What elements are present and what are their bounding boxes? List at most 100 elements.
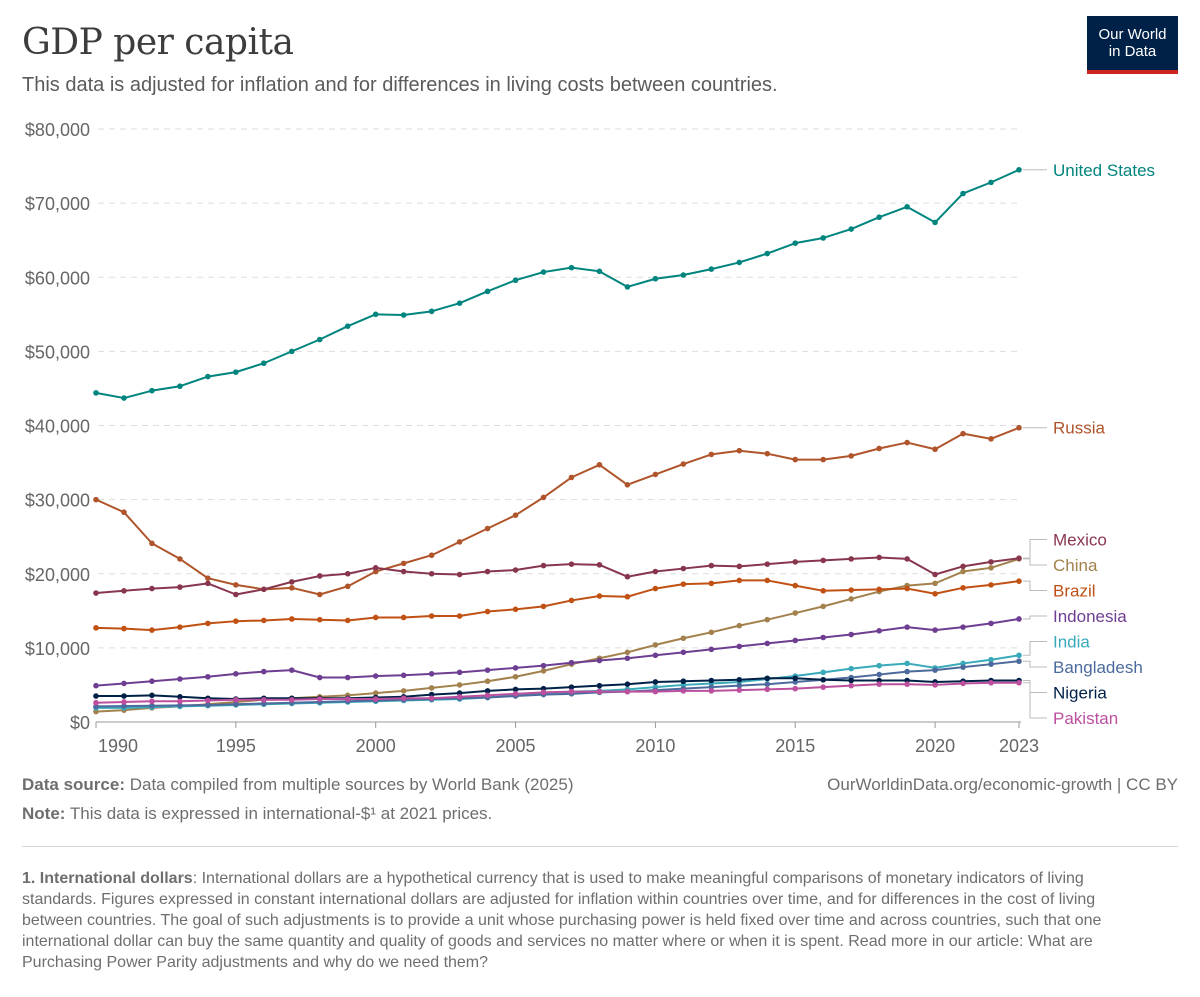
series-nigeria (93, 675, 1022, 702)
y-tick-label: $40,000 (25, 417, 90, 437)
data-point (736, 682, 743, 689)
data-point (988, 620, 994, 627)
data-point (596, 657, 603, 664)
series-label: Pakistan (1053, 709, 1118, 728)
data-point (316, 674, 323, 681)
data-point (344, 570, 351, 577)
data-point (121, 703, 127, 709)
data-point (932, 590, 938, 597)
data-point (792, 685, 799, 692)
series-label: Indonesia (1053, 607, 1127, 626)
grid-lines (98, 128, 1019, 649)
data-point (568, 688, 575, 695)
data-point (512, 673, 519, 680)
y-tick-label: $0 (70, 713, 90, 733)
data-point (261, 696, 267, 703)
series-line (95, 579, 1020, 632)
data-point (484, 288, 491, 295)
footnote-label: 1. International dollars (22, 870, 193, 887)
line-chart: $0 $10,000 $20,000 $30,000 $40,000 $50,000 $60… (25, 120, 1155, 756)
data-point (484, 608, 491, 615)
data-point (233, 701, 239, 708)
data-point (316, 591, 323, 598)
data-point (792, 559, 799, 565)
data-point (652, 679, 659, 685)
data-point (93, 693, 99, 699)
data-point (372, 565, 379, 571)
data-point (988, 436, 994, 442)
data-point (288, 616, 295, 622)
series-label: Brazil (1053, 582, 1096, 601)
data-point (205, 620, 211, 627)
data-point (680, 635, 687, 642)
data-point (988, 679, 994, 686)
label-connector (1023, 558, 1047, 566)
data-point (1016, 652, 1022, 659)
y-tick-label: $20,000 (25, 565, 90, 585)
data-point (652, 568, 659, 575)
data-point (848, 587, 854, 593)
series-pakistan (93, 679, 1022, 706)
data-point (960, 680, 966, 687)
series-mexico (93, 554, 1022, 598)
data-point (1016, 679, 1022, 686)
data-point (121, 509, 127, 516)
data-point (205, 373, 211, 380)
footer-divider (22, 846, 1178, 847)
data-point (512, 512, 519, 518)
data-point (540, 269, 547, 275)
data-point (261, 586, 267, 593)
data-point (1016, 658, 1022, 665)
data-point (988, 565, 994, 571)
series-label: Russia (1053, 419, 1106, 438)
label-connector (1023, 660, 1047, 668)
y-tick-label: $50,000 (25, 342, 90, 362)
data-point (456, 693, 463, 700)
data-point (764, 450, 771, 457)
data-point (708, 629, 715, 636)
x-tick-label: 1995 (216, 736, 256, 756)
data-point (93, 625, 99, 631)
data-point (456, 539, 463, 545)
series-russia (93, 424, 1022, 598)
data-point (652, 585, 659, 592)
data-point (233, 696, 239, 703)
data-point (540, 662, 547, 669)
data-point (177, 693, 183, 700)
data-point (540, 562, 547, 569)
data-point (820, 684, 827, 690)
data-point (149, 692, 155, 699)
data-point (1016, 166, 1022, 173)
data-point (205, 673, 211, 680)
data-point (596, 562, 603, 568)
data-point (904, 439, 910, 446)
data-point (904, 204, 910, 210)
y-axis-tick-labels: $0 $10,000 $20,000 $30,000 $40,000 $50,000 $60… (25, 120, 90, 733)
source-line: Data source: Data compiled from multiple… (22, 775, 573, 795)
data-point (848, 665, 854, 672)
series-china (93, 556, 1022, 715)
source-text[interactable]: Data compiled from multiple sources by W… (129, 775, 574, 794)
data-point (568, 264, 575, 271)
series-label: China (1053, 556, 1098, 575)
data-point (428, 308, 435, 315)
url-license[interactable]: OurWorldinData.org/economic-growth | CC … (827, 775, 1178, 794)
data-point (149, 698, 155, 705)
owid-logo[interactable]: Our World in Data (1087, 16, 1178, 74)
data-point (876, 681, 882, 687)
data-point (932, 446, 938, 453)
series-labels: United States Russia Mexico China Brazil Indo… (1023, 161, 1155, 728)
data-point (400, 695, 407, 702)
data-point (484, 667, 491, 673)
data-point (848, 677, 854, 684)
data-point (904, 681, 910, 687)
data-point (121, 625, 127, 632)
data-point (764, 640, 771, 647)
data-point (876, 628, 882, 634)
data-point (624, 681, 631, 687)
note-line: Note: This data is expressed in internat… (22, 804, 492, 824)
series-label: Nigeria (1053, 684, 1107, 703)
data-point (624, 284, 631, 290)
data-point (708, 688, 715, 694)
series-line (95, 168, 1020, 400)
